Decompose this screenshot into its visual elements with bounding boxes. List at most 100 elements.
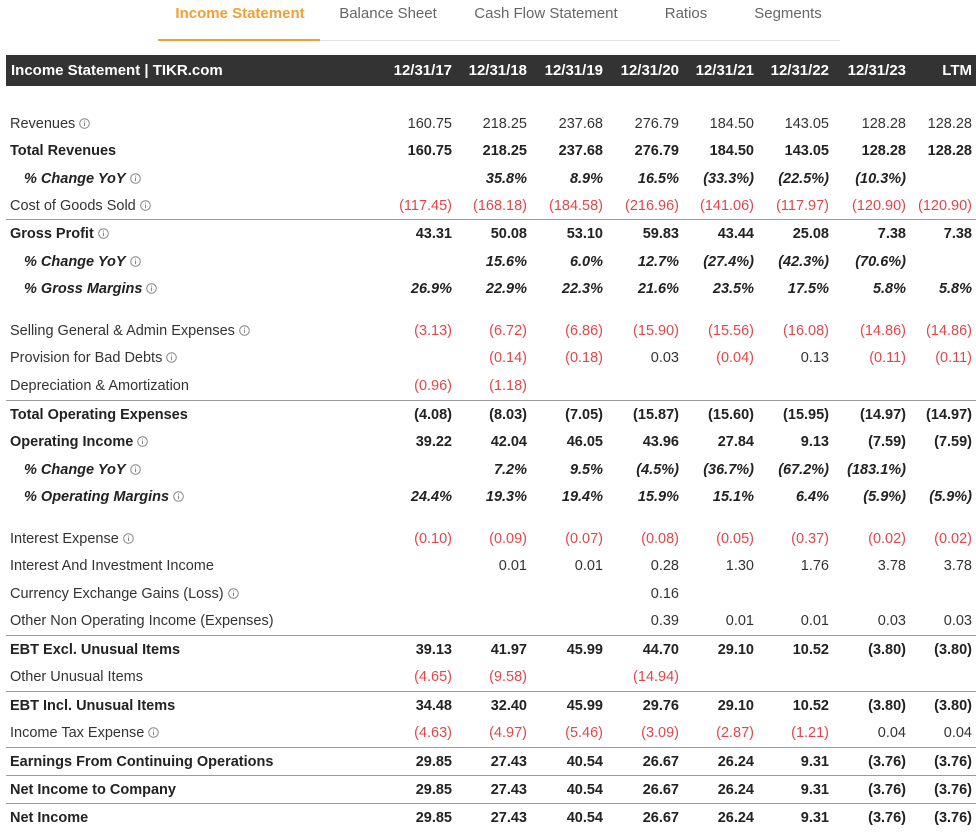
row-value: 27.84 — [717, 434, 754, 450]
row-value: 1.76 — [800, 558, 829, 574]
header-date: 12/31/19 — [544, 62, 603, 79]
row-value: 15.6% — [485, 254, 527, 270]
row-value: 0.04 — [943, 725, 972, 741]
info-icon — [79, 118, 91, 129]
tab[interactable]: Balance Sheet — [339, 5, 437, 22]
row-label: % Change YoY — [24, 460, 141, 480]
row-value: (0.02) — [934, 531, 972, 547]
row-value: (4.97) — [489, 725, 527, 741]
row-label: % Change YoY — [24, 252, 141, 272]
row-value: (3.76) — [934, 810, 972, 826]
row-value: (120.90) — [917, 198, 972, 214]
row-value: 27.43 — [490, 810, 527, 826]
row-value: (0.37) — [791, 531, 829, 547]
row-value: (168.18) — [472, 198, 527, 214]
row-divider — [6, 775, 976, 776]
row-value: (9.58) — [489, 669, 527, 685]
row-value: 45.99 — [566, 642, 603, 658]
row-value: 35.8% — [485, 171, 527, 187]
row-value: (0.11) — [935, 350, 972, 366]
row-value: (1.21) — [791, 725, 829, 741]
info-icon — [146, 283, 158, 294]
row-label: EBT Excl. Unusual Items — [10, 642, 181, 658]
row-value: 26.67 — [642, 754, 679, 770]
row-value: (7.59) — [868, 434, 906, 450]
row-value: (184.58) — [548, 198, 603, 214]
row-value: (2.87) — [716, 725, 754, 741]
row-value: 3.78 — [877, 558, 906, 574]
row-value: 27.43 — [490, 782, 527, 798]
row-value: 43.96 — [642, 434, 679, 450]
row-divider — [6, 747, 976, 748]
row-value: 29.85 — [415, 754, 452, 770]
row-value: 7.38 — [943, 226, 972, 242]
row-value: (0.02) — [868, 531, 906, 547]
row-value: 41.97 — [490, 642, 527, 658]
row-value: 12.7% — [637, 254, 679, 270]
row-label: % Gross Margins — [24, 279, 158, 299]
row-value: (36.7%) — [703, 462, 754, 478]
row-value: (3.09) — [641, 725, 679, 741]
row-value: (4.08) — [414, 407, 452, 423]
row-label: % Operating Margins — [24, 487, 184, 507]
row-value: 25.08 — [792, 226, 829, 242]
tab[interactable]: Income Statement — [175, 5, 305, 22]
row-value: (6.72) — [489, 323, 527, 339]
row-value: 10.52 — [792, 698, 829, 714]
header-date: 12/31/18 — [468, 62, 527, 79]
row-divider — [6, 803, 976, 804]
row-value: (216.96) — [624, 198, 679, 214]
row-value: (15.87) — [633, 407, 679, 423]
row-value: 16.5% — [637, 171, 679, 187]
info-icon — [166, 352, 178, 363]
row-value: 0.39 — [650, 613, 679, 629]
info-icon — [97, 228, 109, 239]
row-value: 26.24 — [717, 810, 754, 826]
info-icon — [227, 588, 239, 599]
row-value: (22.5%) — [778, 171, 829, 187]
row-value: (0.05) — [716, 531, 754, 547]
row-value: (14.86) — [926, 323, 972, 339]
row-value: 29.85 — [415, 810, 452, 826]
row-value: 128.28 — [861, 116, 906, 132]
tab[interactable]: Cash Flow Statement — [474, 5, 618, 22]
info-icon — [129, 173, 141, 184]
row-value: (14.94) — [633, 669, 679, 685]
row-value: (3.76) — [868, 810, 906, 826]
row-value: 0.28 — [650, 558, 679, 574]
row-value: 45.99 — [566, 698, 603, 714]
row-value: (6.86) — [565, 323, 603, 339]
row-value: (4.5%) — [636, 462, 679, 478]
row-value: 40.54 — [566, 754, 603, 770]
row-label: Net Income — [10, 810, 89, 826]
row-value: 53.10 — [566, 226, 603, 242]
row-label: Interest Expense — [10, 529, 134, 549]
row-value: (15.90) — [633, 323, 679, 339]
row-value: (5.9%) — [929, 489, 972, 505]
row-value: 128.28 — [927, 116, 972, 132]
row-value: 237.68 — [558, 116, 603, 132]
tab[interactable]: Segments — [754, 5, 822, 22]
row-value: 39.13 — [415, 642, 452, 658]
row-value: 29.85 — [415, 782, 452, 798]
row-value: (183.1%) — [847, 462, 906, 478]
row-value: (117.45) — [399, 198, 452, 214]
tab[interactable]: Ratios — [664, 5, 708, 22]
row-value: (0.08) — [641, 531, 679, 547]
row-value: 143.05 — [784, 116, 829, 132]
row-value: 0.01 — [574, 558, 603, 574]
row-value: 59.83 — [642, 226, 679, 242]
row-value: 6.0% — [569, 254, 603, 270]
row-label: Net Income to Company — [10, 782, 176, 798]
row-value: (4.65) — [414, 669, 452, 685]
row-label: Other Non Operating Income (Expenses) — [10, 613, 274, 629]
row-value: (3.80) — [934, 642, 972, 658]
info-icon — [137, 436, 149, 447]
row-value: 7.2% — [493, 462, 527, 478]
row-value: 26.9% — [410, 281, 452, 297]
row-value: 9.31 — [800, 782, 829, 798]
info-icon — [148, 727, 160, 738]
row-value: (117.97) — [776, 198, 829, 214]
row-value: (1.18) — [489, 378, 527, 394]
row-value: (15.56) — [708, 323, 754, 339]
